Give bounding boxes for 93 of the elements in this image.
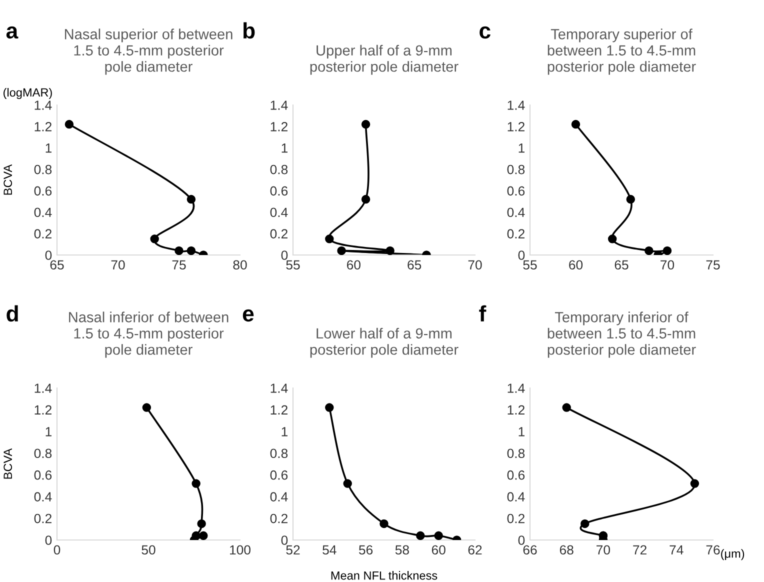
y-tick-label: 1.4 (270, 100, 288, 110)
x-tick-label: 56 (358, 545, 373, 555)
y-tick-label: 0.4 (507, 208, 525, 218)
x-tick-label: 50 (142, 545, 156, 555)
chart-title: Lower half of a 9-mm posterior pole diameter (310, 328, 458, 358)
y-tick-label: 0.4 (34, 208, 52, 218)
text: e (242, 309, 254, 322)
y-tick-label: 0 (518, 250, 525, 260)
y-tick-label: 1.4 (34, 384, 52, 393)
text: d (6, 305, 18, 322)
y-tick-label: 1.4 (508, 100, 525, 110)
chart-title: Temporary superior of between 1.5 to 4.5-mm posterior pole diameter (548, 28, 696, 75)
y-tick-label: 0.6 (34, 470, 52, 480)
y-tick-label: 1.4 (508, 384, 525, 393)
x-tick-label: 68 (560, 545, 574, 555)
y-tick-label: 0.2 (270, 514, 288, 524)
x-tick-label: 65 (50, 260, 64, 270)
x-tick-label: 80 (233, 260, 247, 270)
y-tick-label: 1 (46, 427, 52, 436)
y-tick-label: 0.6 (507, 186, 525, 196)
x-tick-label: 60 (432, 545, 446, 555)
x-tick-label: 76 (706, 545, 720, 555)
x-tick-label: 75 (172, 260, 186, 270)
x-tick-label: 58 (395, 545, 409, 555)
x-tick-label: 70 (660, 260, 674, 270)
y-axis-title: BCVA (4, 448, 12, 479)
y-tick-label: 1.2 (508, 122, 524, 132)
y-tick-label: 0.2 (507, 229, 524, 238)
x-tick-label: 55 (286, 260, 300, 270)
x-tick-label: 65 (408, 260, 422, 270)
x-tick-label: 75 (706, 260, 720, 270)
chart-title: Nasal superior of between 1.5 to 4.5-mm posterior pole diameter (64, 28, 232, 75)
y-tick-label: 1.2 (270, 405, 288, 414)
x-tick-label: 54 (322, 545, 336, 555)
x-tick-label: 66 (523, 545, 537, 555)
y-tick-label: 1.2 (34, 405, 52, 414)
y-tick-label: 0.6 (270, 186, 288, 196)
y-tick-label: 0.8 (34, 448, 52, 458)
y-tick-label: 1 (46, 144, 52, 153)
y-tick-label: 0.6 (34, 186, 52, 196)
y-tick-label: 0.4 (270, 208, 288, 218)
x-tick-label: 72 (633, 545, 646, 554)
y-tick-label: 0 (281, 536, 288, 545)
y-tick-label: 1.2 (270, 122, 288, 132)
y-tick-label: 0.6 (270, 470, 288, 480)
chart-title: Temporary inferior of between 1.5 to 4.5-mm posterior pole diameter (548, 312, 696, 358)
y-tick-label: 1 (518, 427, 524, 436)
y-tick-label: 0.4 (507, 492, 525, 502)
x-axis-title: Mean NFL thickness (331, 571, 438, 580)
y-tick-label: 1 (282, 427, 288, 436)
text: a (6, 26, 18, 39)
x-tick-label: 0 (54, 545, 60, 555)
y-tick-label: 0.8 (270, 448, 288, 458)
x-tick-label: 65 (614, 260, 628, 270)
x-tick-label: 74 (670, 545, 684, 554)
y-tick-label: 0.4 (34, 492, 52, 502)
y-tick-label: 1.4 (34, 100, 52, 110)
x-tick-label: 60 (347, 260, 360, 270)
y-tick-label: 0 (281, 250, 288, 260)
x-tick-label: 70 (111, 260, 125, 270)
text: f (479, 305, 486, 322)
y-tick-label: 0 (518, 536, 525, 545)
chart-title: Nasal inferior of between 1.5 to 4.5-mm posterior pole diameter (69, 312, 228, 358)
y-tick-label: 1.2 (508, 405, 524, 414)
text: (logMAR) (4, 88, 52, 99)
text: b (244, 22, 255, 39)
y-tick-label: 1.4 (270, 384, 288, 393)
y-tick-label: 0.6 (507, 470, 525, 480)
x-tick-label: 70 (468, 260, 482, 270)
y-tick-label: 0.2 (34, 514, 52, 524)
y-tick-label: 0.8 (507, 448, 525, 458)
text: (μm) (721, 549, 744, 560)
x-tick-label: 62 (468, 545, 482, 555)
y-axis-title: BCVA (4, 164, 12, 195)
y-tick-label: 0 (45, 250, 52, 260)
x-tick-label: 60 (569, 260, 583, 270)
y-tick-label: 1.2 (34, 122, 52, 132)
chart-title: Upper half of a 9-mm posterior pole diameter (310, 44, 458, 75)
y-tick-label: 1 (518, 144, 524, 153)
y-tick-label: 0.4 (270, 492, 288, 502)
x-tick-label: 55 (523, 260, 537, 270)
x-tick-label: 52 (286, 545, 300, 555)
y-tick-label: 0.2 (34, 229, 52, 238)
y-tick-label: 0.2 (507, 514, 524, 524)
x-tick-label: 70 (596, 545, 610, 555)
y-tick-label: 0.8 (270, 164, 288, 174)
y-tick-label: 0.8 (507, 164, 525, 174)
text: c (480, 26, 490, 39)
y-tick-label: 0.2 (270, 229, 288, 238)
x-tick-label: 100 (230, 545, 250, 555)
y-tick-label: 0 (45, 536, 52, 545)
y-tick-label: 1 (282, 144, 288, 153)
y-tick-label: 0.8 (34, 164, 52, 174)
